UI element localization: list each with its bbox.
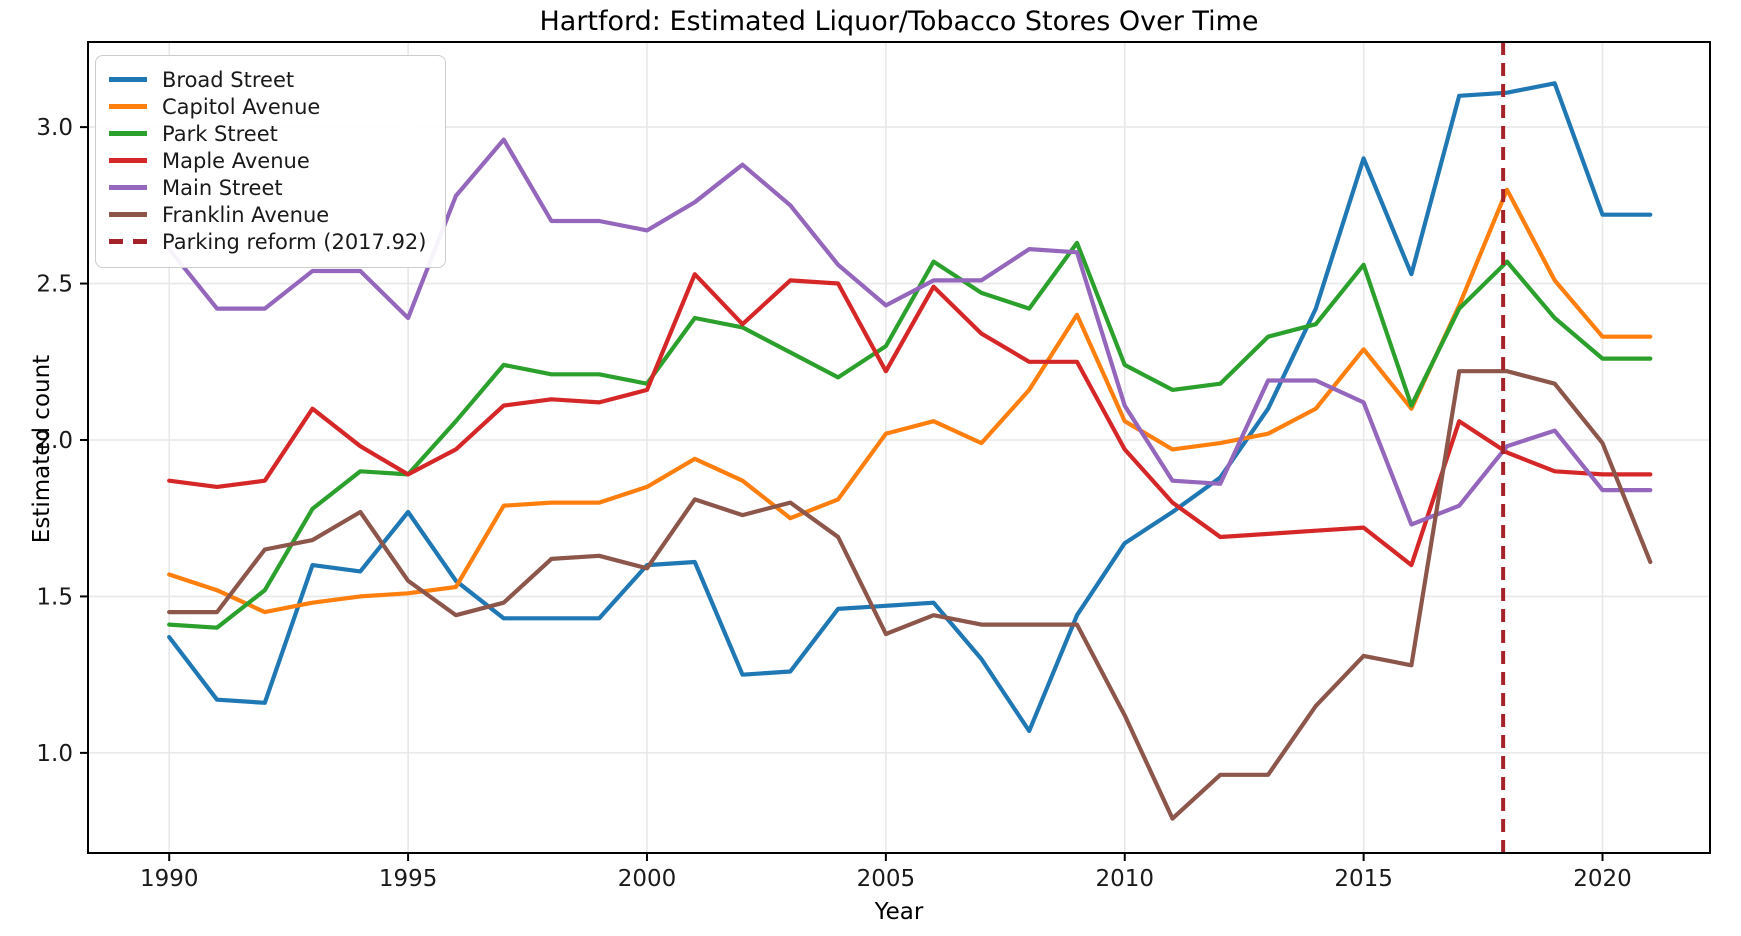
- x-tick-label-2015: 2015: [1334, 866, 1393, 892]
- y-tick-label-2.0: 2.0: [36, 428, 73, 454]
- legend-item-label: Main Street: [162, 175, 283, 200]
- legend-item-park-street: Park Street: [109, 120, 427, 147]
- legend-item-label: Maple Avenue: [162, 148, 310, 173]
- legend: Broad Street Capitol Avenue Park Street …: [95, 55, 446, 268]
- x-tick-label-2005: 2005: [857, 866, 916, 892]
- legend-item-label: Park Street: [162, 121, 278, 146]
- legend-item-parking-reform-2017.92: Parking reform (2017.92): [109, 228, 427, 255]
- series-line-park-street: [167, 240, 1653, 630]
- line-swatch-icon-franklin-avenue: [109, 212, 147, 217]
- x-axis-label: Year: [874, 899, 924, 925]
- legend-item-capitol-avenue: Capitol Avenue: [109, 93, 427, 120]
- legend-item-label: Capitol Avenue: [162, 94, 321, 119]
- y-tick-label-1.0: 1.0: [36, 741, 73, 767]
- series-line-broad-street: [167, 81, 1653, 734]
- x-tick-label-1995: 1995: [379, 866, 438, 892]
- legend-item-main-street: Main Street: [109, 174, 427, 201]
- y-tick-label-3.0: 3.0: [36, 115, 73, 141]
- x-tick-label-2010: 2010: [1095, 866, 1154, 892]
- series-line-franklin-avenue: [167, 369, 1653, 821]
- line-swatch-icon-capitol-avenue: [109, 104, 147, 109]
- line-swatch-icon-broad-street: [109, 77, 147, 82]
- y-axis-label: Estimated count: [29, 354, 55, 544]
- series-line-capitol-avenue: [167, 187, 1653, 615]
- line-swatch-icon-maple-avenue: [109, 158, 147, 163]
- legend-item-maple-avenue: Maple Avenue: [109, 147, 427, 174]
- legend-item-label: Broad Street: [162, 67, 295, 92]
- x-tick-label-1990: 1990: [140, 866, 199, 892]
- y-tick-label-2.5: 2.5: [36, 272, 73, 298]
- chart-title: Hartford: Estimated Liquor/Tobacco Store…: [539, 6, 1259, 37]
- legend-item-franklin-avenue: Franklin Avenue: [109, 201, 427, 228]
- plot-area-border: [87, 41, 1711, 854]
- x-tick-label-2020: 2020: [1573, 866, 1632, 892]
- line-swatch-icon-park-street: [109, 131, 147, 136]
- series-line-main-street: [167, 137, 1653, 527]
- y-tick-label-1.5: 1.5: [36, 584, 73, 610]
- line-swatch-icon-main-street: [109, 185, 147, 190]
- series-line-maple-avenue: [167, 272, 1653, 568]
- legend-item-label: Franklin Avenue: [162, 202, 330, 227]
- x-tick-label-2000: 2000: [618, 866, 677, 892]
- dashed-line-swatch-icon-parking-reform-2017.92: [109, 239, 147, 244]
- legend-item-broad-street: Broad Street: [109, 66, 427, 93]
- legend-item-label: Parking reform (2017.92): [162, 229, 427, 254]
